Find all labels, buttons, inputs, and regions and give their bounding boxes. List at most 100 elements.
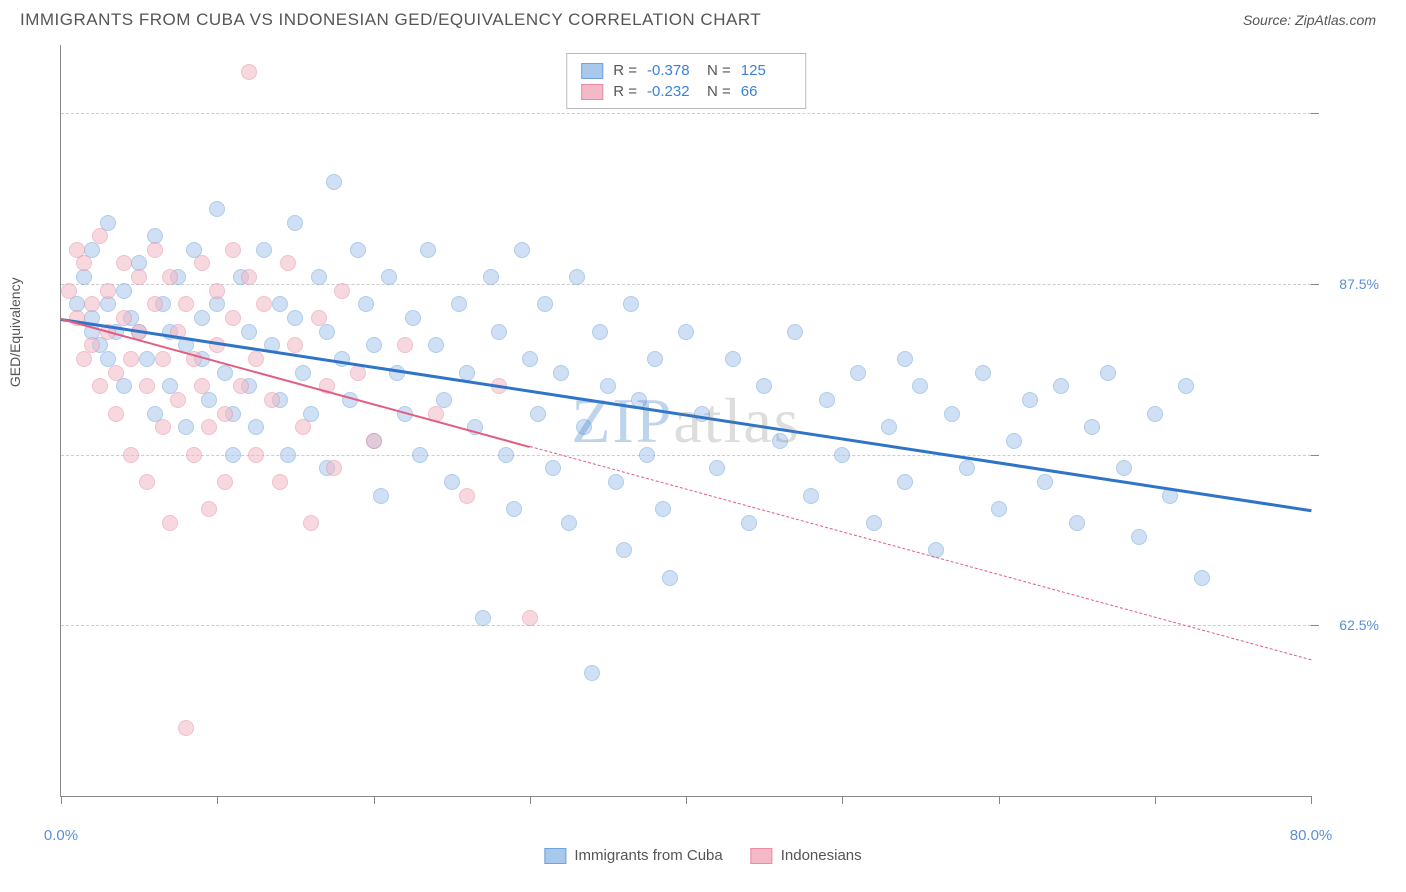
n-label: N = [707, 62, 731, 79]
scatter-point [592, 324, 608, 340]
scatter-point [178, 296, 194, 312]
n-value: 66 [741, 83, 791, 100]
scatter-point [545, 460, 561, 476]
scatter-point [412, 447, 428, 463]
scatter-point [303, 515, 319, 531]
scatter-point [866, 515, 882, 531]
scatter-point [459, 488, 475, 504]
scatter-point [1178, 378, 1194, 394]
scatter-point [530, 406, 546, 422]
scatter-point [201, 419, 217, 435]
scatter-point [201, 501, 217, 517]
r-value: -0.232 [647, 83, 697, 100]
scatter-point [84, 337, 100, 353]
source-attribution: Source: ZipAtlas.com [1243, 12, 1376, 28]
scatter-point [280, 447, 296, 463]
scatter-point [147, 242, 163, 258]
scatter-point [194, 255, 210, 271]
scatter-point [326, 460, 342, 476]
scatter-point [522, 610, 538, 626]
scatter-point [116, 310, 132, 326]
chart-title: IMMIGRANTS FROM CUBA VS INDONESIAN GED/E… [20, 10, 761, 30]
y-axis-label: GED/Equivalency [7, 277, 23, 387]
scatter-point [897, 351, 913, 367]
scatter-point [61, 283, 77, 299]
scatter-point [334, 351, 350, 367]
scatter-point [256, 242, 272, 258]
y-tick-label: 62.5% [1339, 617, 1379, 633]
scatter-point [912, 378, 928, 394]
scatter-point [1069, 515, 1085, 531]
legend-swatch [544, 848, 566, 864]
scatter-point [155, 351, 171, 367]
scatter-point [1022, 392, 1038, 408]
legend-swatch-cuba [581, 63, 603, 79]
trendline [61, 318, 1311, 512]
scatter-point [295, 365, 311, 381]
legend-swatch-indonesians [581, 84, 603, 100]
scatter-point [225, 242, 241, 258]
scatter-point [1194, 570, 1210, 586]
scatter-point [1006, 433, 1022, 449]
scatter-point [186, 447, 202, 463]
n-label: N = [707, 83, 731, 100]
scatter-point [959, 460, 975, 476]
r-label: R = [613, 83, 637, 100]
scatter-point [1037, 474, 1053, 490]
r-label: R = [613, 62, 637, 79]
scatter-point [1053, 378, 1069, 394]
scatter-point [217, 474, 233, 490]
scatter-point [287, 310, 303, 326]
scatter-point [100, 296, 116, 312]
x-tick-label: 0.0% [44, 827, 78, 844]
scatter-point [741, 515, 757, 531]
scatter-point [428, 337, 444, 353]
scatter-point [162, 515, 178, 531]
scatter-point [537, 296, 553, 312]
legend-label: Indonesians [781, 847, 862, 864]
scatter-point [116, 378, 132, 394]
scatter-point [991, 501, 1007, 517]
scatter-point [678, 324, 694, 340]
scatter-point [623, 296, 639, 312]
legend-row: R = -0.232 N = 66 [581, 81, 791, 102]
scatter-point [1116, 460, 1132, 476]
scatter-point [84, 296, 100, 312]
x-tick-mark [999, 796, 1000, 804]
scatter-point [350, 242, 366, 258]
scatter-point [311, 310, 327, 326]
scatter-point [506, 501, 522, 517]
scatter-point [147, 296, 163, 312]
scatter-point [881, 419, 897, 435]
scatter-point [178, 720, 194, 736]
scatter-point [209, 296, 225, 312]
scatter-point [92, 378, 108, 394]
scatter-point [420, 242, 436, 258]
scatter-point [248, 351, 264, 367]
scatter-point [178, 419, 194, 435]
r-value: -0.378 [647, 62, 697, 79]
scatter-point [366, 337, 382, 353]
scatter-point [76, 351, 92, 367]
scatter-point [662, 570, 678, 586]
scatter-point [522, 351, 538, 367]
chart-header: IMMIGRANTS FROM CUBA VS INDONESIAN GED/E… [0, 0, 1406, 40]
scatter-point [217, 365, 233, 381]
scatter-point [92, 228, 108, 244]
scatter-point [170, 392, 186, 408]
scatter-point [76, 255, 92, 271]
legend-item-indonesians: Indonesians [751, 847, 862, 864]
scatter-point [561, 515, 577, 531]
scatter-point [897, 474, 913, 490]
scatter-point [225, 447, 241, 463]
scatter-point [217, 406, 233, 422]
scatter-point [139, 474, 155, 490]
scatter-point [444, 474, 460, 490]
scatter-point [850, 365, 866, 381]
scatter-point [647, 351, 663, 367]
scatter-point [264, 392, 280, 408]
scatter-point [287, 215, 303, 231]
scatter-point [139, 351, 155, 367]
scatter-point [772, 433, 788, 449]
gridline-h [61, 113, 1311, 114]
